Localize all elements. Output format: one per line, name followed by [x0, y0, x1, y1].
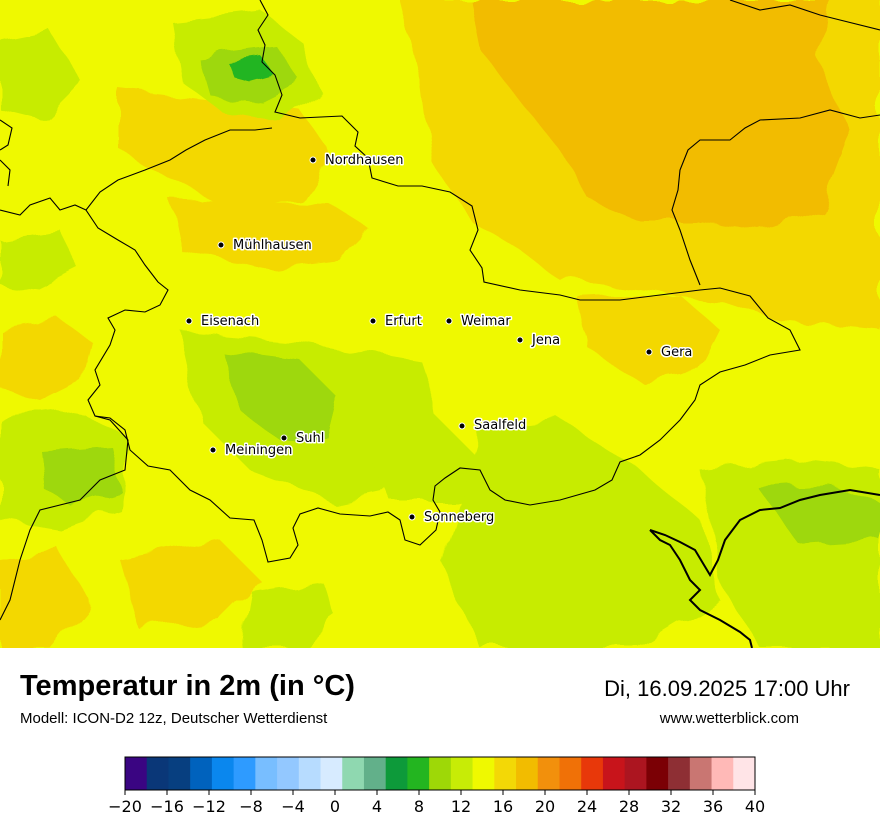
legend-color-bin: [255, 757, 278, 790]
city-gera: Gera: [645, 344, 694, 362]
city-label: Eisenach: [201, 314, 259, 329]
border-lines: [0, 0, 880, 648]
legend-color-bin: [190, 757, 213, 790]
city-label: Weimar: [461, 314, 511, 329]
legend-color-bin: [559, 757, 582, 790]
legend-border: [124, 756, 756, 791]
city-dot: [280, 434, 288, 442]
legend-color-bin: [689, 757, 713, 790]
city-dot: [445, 317, 453, 325]
legend-color-bin: [233, 757, 256, 790]
legend-tick-label: −16: [150, 797, 184, 816]
city-dot: [408, 513, 416, 521]
legend-tick-label: −20: [108, 797, 142, 816]
legend-color-bin: [211, 757, 235, 790]
legend-color-bin: [668, 757, 691, 790]
city-meiningen: Meiningen: [209, 442, 294, 460]
city-label: Mühlhausen: [233, 238, 312, 253]
legend-color-bin: [168, 757, 191, 790]
legend-color-bin: [429, 757, 452, 790]
color-scale-legend: −20 −16 −12 −8 −4 0 4 8 12 16 20 24 28 32 36 40: [100, 752, 780, 824]
website-link[interactable]: www.wetterblick.com: [659, 710, 799, 727]
legend-tick-label: 32: [661, 797, 681, 816]
legend-tick-label: 0: [330, 797, 340, 816]
legend-color-bin: [494, 757, 517, 790]
city-dot: [458, 422, 466, 430]
legend-tick-label: 24: [577, 797, 597, 816]
legend-color-bin: [277, 757, 300, 790]
city-jena: Jena: [516, 332, 562, 350]
city-suhl: Suhl: [280, 430, 326, 448]
legend-color-bin: [363, 757, 387, 790]
city-nordhausen: Nordhausen: [309, 152, 405, 170]
city-label: Erfurt: [385, 314, 422, 329]
city-dot: [185, 317, 193, 325]
city-label: Saalfeld: [474, 418, 526, 433]
legend-tick-label: 4: [372, 797, 382, 816]
legend-tick-label: −4: [281, 797, 305, 816]
legend-color-bin: [733, 757, 756, 790]
city-label: Sonneberg: [424, 510, 494, 525]
legend-color-bin: [602, 757, 626, 790]
legend-tick-label: −12: [192, 797, 226, 816]
forecast-datetime: Di, 16.09.2025 17:00 Uhr: [604, 676, 850, 701]
city-dot: [516, 336, 524, 344]
city-weimar: Weimar: [445, 313, 513, 331]
legend-color-bin: [385, 757, 408, 790]
legend-tick-label: −8: [239, 797, 263, 816]
city-label: Gera: [661, 345, 692, 360]
legend-color-bin: [472, 757, 495, 790]
city-dot: [645, 348, 653, 356]
temperature-contours: [0, 0, 880, 648]
legend-color-bin: [125, 757, 148, 790]
legend-color-bin: [407, 757, 430, 790]
city-eisenach: Eisenach: [185, 313, 261, 331]
city-sonneberg: Sonneberg: [408, 509, 496, 527]
city-muehlhausen: Mühlhausen: [217, 237, 313, 255]
city-label: Meiningen: [225, 443, 292, 458]
legend-tick-label: 16: [493, 797, 513, 816]
legend-color-bin: [646, 757, 669, 790]
legend-color-bin: [537, 757, 560, 790]
city-dot: [369, 317, 377, 325]
legend-tick-label: 20: [535, 797, 555, 816]
city-erfurt: Erfurt: [369, 313, 423, 331]
city-saalfeld: Saalfeld: [458, 417, 528, 435]
city-dot: [209, 446, 217, 454]
legend-tick-label: 28: [619, 797, 639, 816]
city-label: Jena: [531, 333, 560, 348]
legend-color-bin: [516, 757, 539, 790]
legend-tick-label: 8: [414, 797, 424, 816]
legend-color-bin: [298, 757, 322, 790]
city-dot: [217, 241, 225, 249]
city-label: Nordhausen: [325, 153, 404, 168]
legend-color-bin: [450, 757, 474, 790]
legend-color-bin: [581, 757, 604, 790]
city-markers: Nordhausen Mühlhausen Eisenach Erfurt We…: [185, 152, 694, 527]
legend-tick-label: 12: [451, 797, 471, 816]
legend-tick-label: 40: [745, 797, 765, 816]
legend-color-bin: [711, 757, 734, 790]
legend-color-bin: [320, 757, 343, 790]
legend-tick-label: 36: [703, 797, 723, 816]
city-dot: [309, 156, 317, 164]
temperature-map: Nordhausen Mühlhausen Eisenach Erfurt We…: [0, 0, 880, 648]
map-title: Temperatur in 2m (in °C): [20, 670, 355, 702]
city-label: Suhl: [296, 431, 324, 446]
legend-color-bin: [342, 757, 365, 790]
legend-color-bin: [624, 757, 647, 790]
legend-color-bin: [146, 757, 169, 790]
model-source: Modell: ICON-D2 12z, Deutscher Wetterdie…: [20, 710, 328, 727]
